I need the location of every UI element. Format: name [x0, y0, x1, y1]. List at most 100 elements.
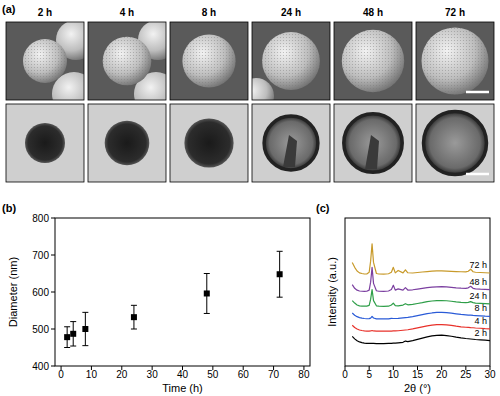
error-bar: [70, 322, 76, 346]
error-bar: [204, 274, 210, 314]
tem-particle: [25, 123, 65, 163]
series-label: 48 h: [469, 277, 487, 287]
time-label: 48 h: [363, 7, 383, 18]
sem-sphere: [262, 32, 320, 90]
sem-image: [170, 22, 248, 100]
image-frame: [170, 22, 248, 100]
time-label: 8 h: [202, 7, 216, 18]
image-frame: [334, 22, 412, 100]
x-tick-label: 25: [460, 369, 472, 380]
x-tick-label: 60: [238, 369, 250, 380]
x-tick-label: 80: [298, 369, 310, 380]
y-axis-label: Diameter (nm): [7, 257, 19, 327]
plot-frame: [55, 218, 310, 366]
x-tick-label: 10: [388, 369, 400, 380]
xrd-pattern: [352, 290, 490, 307]
sem-sphere: [422, 28, 489, 95]
sem-texture: [103, 37, 152, 86]
image-frame: [170, 104, 248, 182]
tem-image: [416, 104, 494, 182]
image-frame: [416, 104, 494, 182]
x-tick-label: 40: [177, 369, 189, 380]
x-tick-label: 50: [207, 369, 219, 380]
tem-background: [252, 104, 330, 182]
data-point: [277, 271, 283, 277]
y-tick-label: 700: [32, 250, 49, 261]
tem-image: [252, 104, 330, 182]
plot-frame: [345, 218, 490, 366]
tem-shell: [424, 112, 487, 175]
sem-texture: [23, 39, 67, 83]
tem-rim: [264, 116, 318, 170]
x-tick-label: 30: [147, 369, 159, 380]
tem-background: [334, 104, 412, 182]
image-frame: [6, 104, 84, 182]
y-tick: [51, 329, 55, 330]
sem-image: [6, 22, 84, 100]
x-tick-label: 15: [412, 369, 424, 380]
tem-image: [88, 104, 166, 182]
data-point: [204, 290, 210, 296]
tem-particle: [184, 118, 233, 167]
error-bar: [64, 327, 70, 348]
y-tick-label: 400: [32, 361, 49, 372]
tem-core: [365, 135, 379, 169]
scale-bar: [466, 91, 489, 94]
tem-shell: [264, 116, 318, 170]
error-bar: [131, 305, 137, 329]
xrd-pattern: [352, 325, 490, 332]
sem-image: [88, 22, 166, 100]
y-tick: [51, 218, 55, 219]
series-label: 72 h: [469, 260, 487, 270]
tem-shell: [344, 114, 402, 172]
sem-sphere: [342, 30, 404, 92]
tem-image: [6, 104, 84, 182]
series-label: 24 h: [469, 291, 487, 301]
sem-background: [170, 22, 248, 100]
panel-label: (c): [316, 202, 330, 214]
tem-particle: [105, 121, 150, 166]
image-frame: [6, 22, 84, 100]
x-axis-label: Time (h): [162, 382, 203, 394]
tem-rim: [344, 114, 402, 172]
y-tick-label: 800: [32, 213, 49, 224]
scale-bar: [466, 173, 489, 176]
sem-image: [416, 22, 494, 100]
tem-image: [334, 104, 412, 182]
xrd-pattern: [352, 312, 490, 319]
x-tick-label: 5: [366, 369, 372, 380]
x-tick-label: 20: [436, 369, 448, 380]
panel-label: (b): [2, 202, 16, 214]
image-frame: [252, 22, 330, 100]
sem-texture: [422, 28, 489, 95]
time-label: 4 h: [120, 7, 134, 18]
image-frame: [88, 104, 166, 182]
sem-image: [334, 22, 412, 100]
sem-sphere: [23, 39, 67, 83]
x-tick-label: 70: [268, 369, 280, 380]
x-tick-label: 10: [86, 369, 98, 380]
tem-background: [6, 104, 84, 182]
series-label: 4 h: [474, 316, 487, 326]
tem-background: [88, 104, 166, 182]
data-point: [70, 331, 76, 337]
sem-background: [416, 22, 494, 100]
error-bar: [277, 251, 283, 297]
series-label: 8 h: [474, 303, 487, 313]
sem-sphere: [103, 37, 152, 86]
image-frame: [88, 22, 166, 100]
figure: (a)2 h4 h8 h24 h48 h72 h(b)0102030405060…: [0, 0, 500, 396]
xrd-pattern: [352, 244, 490, 274]
panel-label: (a): [2, 3, 16, 15]
sem-background: [334, 22, 412, 100]
image-frame: [334, 104, 412, 182]
x-tick-label: 0: [342, 369, 348, 380]
y-tick: [51, 255, 55, 256]
sem-texture: [262, 32, 320, 90]
time-label: 24 h: [281, 7, 301, 18]
data-point: [82, 326, 88, 332]
y-tick: [51, 292, 55, 293]
tem-image: [170, 104, 248, 182]
plot-area: [352, 244, 490, 344]
x-tick-label: 30: [484, 369, 496, 380]
